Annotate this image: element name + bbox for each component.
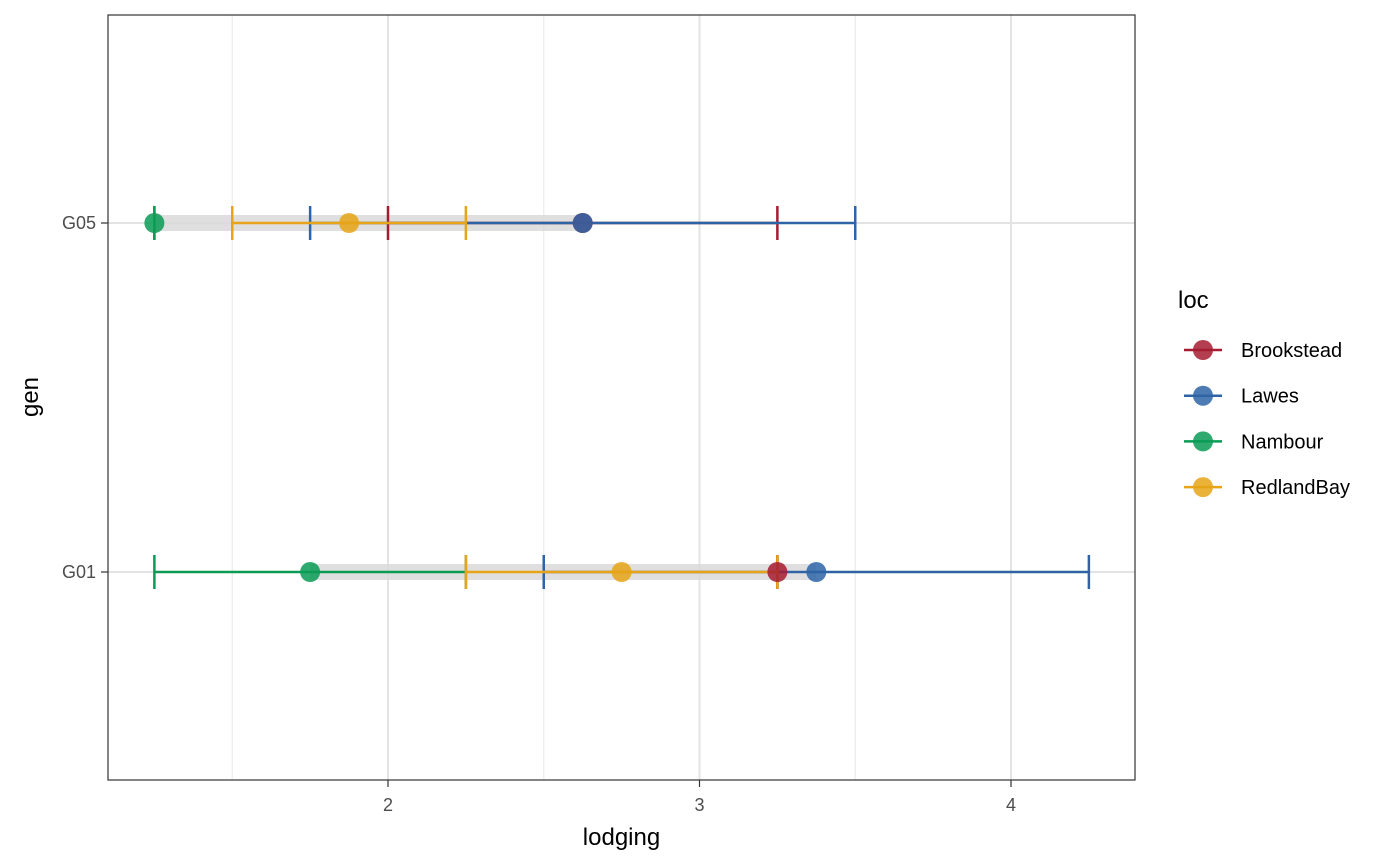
point-nambour-g05 — [144, 213, 165, 233]
legend-title: loc — [1178, 287, 1209, 314]
point-lawes-g01 — [806, 562, 827, 582]
legend: loc Brookstead Lawes Nambour RedlandBay — [1178, 287, 1350, 499]
legend-label-redlandbay: RedlandBay — [1241, 477, 1350, 499]
legend-label-lawes: Lawes — [1241, 386, 1299, 408]
legend-key-point-lawes — [1193, 385, 1213, 406]
y-tick-label: G05 — [62, 213, 96, 233]
legend-label-brookstead: Brookstead — [1241, 340, 1342, 362]
point-brookstead-g01 — [767, 562, 788, 582]
axes: 2 3 4 G01 G05 — [62, 213, 1016, 815]
legend-key-point-brookstead — [1193, 340, 1213, 360]
point-redlandbay-g05 — [339, 213, 360, 233]
y-tick-label: G01 — [62, 562, 96, 582]
legend-key-point-nambour — [1193, 431, 1213, 452]
x-tick-label: 3 — [694, 795, 704, 815]
data-marks — [144, 206, 1091, 589]
y-axis-title: gen — [17, 377, 44, 417]
legend-label-nambour: Nambour — [1241, 431, 1324, 453]
x-tick-label: 2 — [383, 795, 393, 815]
x-tick-label: 4 — [1006, 795, 1016, 815]
point-redlandbay-g01 — [611, 562, 632, 582]
plot-panel-border — [107, 14, 1136, 781]
legend-key-point-redlandbay — [1193, 477, 1213, 498]
point-lawes-g05 — [572, 213, 593, 233]
point-nambour-g01 — [300, 562, 321, 582]
x-axis-title: lodging — [583, 824, 660, 851]
